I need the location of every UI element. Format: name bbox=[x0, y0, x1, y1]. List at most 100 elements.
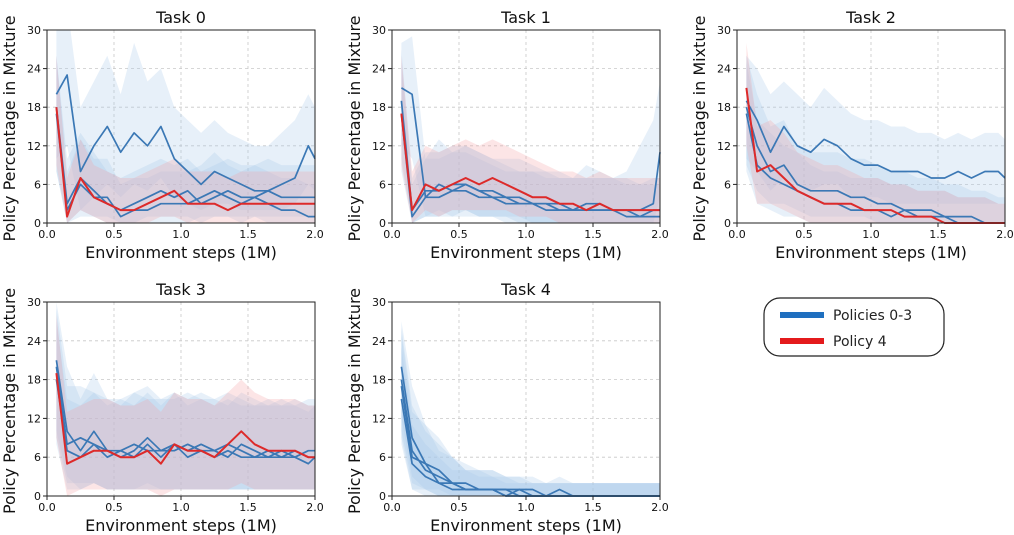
y-tick-label: 6 bbox=[34, 178, 41, 191]
legend-label-policy-4: Policy 4 bbox=[833, 334, 887, 350]
top-mask bbox=[735, 0, 1007, 30]
x-tick-label: 0.0 bbox=[728, 228, 746, 241]
y-tick-label: 12 bbox=[27, 412, 41, 425]
band-0 bbox=[401, 321, 660, 496]
y-tick-label: 30 bbox=[717, 24, 731, 37]
x-tick-label: 0.0 bbox=[38, 501, 56, 514]
x-tick-label: 1.5 bbox=[584, 228, 602, 241]
panel-3: 0.0 0.5 1.0 1.5 2.0 0 6 12 18 24 30 Task 3 Environme… bbox=[0, 272, 324, 535]
x-tick-label: 0.0 bbox=[38, 228, 56, 241]
x-tick-label: 0.0 bbox=[383, 228, 401, 241]
x-axis-label: Environment steps (1M) bbox=[430, 516, 622, 535]
x-tick-label: 0.5 bbox=[105, 501, 123, 514]
x-tick-label: 0.5 bbox=[450, 228, 468, 241]
panel-0: 0.0 0.5 1.0 1.5 2.0 0 6 12 18 24 30 Task 0 Environme… bbox=[0, 0, 324, 262]
top-mask bbox=[390, 0, 662, 30]
y-tick-label: 6 bbox=[379, 451, 386, 464]
series-line-3 bbox=[55, 372, 315, 465]
y-tick-label: 24 bbox=[372, 63, 386, 76]
series-line-1 bbox=[55, 107, 315, 211]
band-3 bbox=[746, 42, 1005, 224]
band-0 bbox=[56, 302, 316, 490]
band-0 bbox=[401, 36, 660, 224]
y-axis-label: Policy Percentage in Mixture bbox=[345, 288, 364, 514]
legend: Policies 0-3 Policy 4 bbox=[763, 297, 945, 357]
x-axis-label: Environment steps (1M) bbox=[775, 243, 967, 262]
y-tick-label: 18 bbox=[27, 374, 41, 387]
x-tick-label: 0.5 bbox=[105, 228, 123, 241]
series-line-1 bbox=[55, 366, 315, 459]
top-mask bbox=[45, 272, 317, 302]
y-tick-label: 12 bbox=[27, 140, 41, 153]
panel-title: Task 2 bbox=[845, 8, 896, 27]
y-tick-label: 30 bbox=[27, 24, 41, 37]
x-tick-label: 2.0 bbox=[306, 228, 324, 241]
series-line-2 bbox=[55, 379, 316, 465]
x-tick-label: 1.0 bbox=[172, 501, 190, 514]
x-tick-label: 2.0 bbox=[651, 228, 669, 241]
y-tick-label: 24 bbox=[717, 63, 731, 76]
series-line-1 bbox=[745, 106, 1005, 224]
y-tick-label: 12 bbox=[372, 412, 386, 425]
top-mask bbox=[390, 272, 662, 302]
band-3 bbox=[401, 55, 660, 224]
band-2 bbox=[401, 334, 660, 496]
series-line-3 bbox=[55, 107, 315, 218]
panel-4: 0.0 0.5 1.0 1.5 2.0 0 6 12 18 24 30 Task 4 Environme… bbox=[345, 272, 669, 535]
y-tick-label: 18 bbox=[372, 101, 386, 114]
y-tick-label: 30 bbox=[372, 296, 386, 309]
x-tick-label: 0.5 bbox=[795, 228, 813, 241]
series-line-0 bbox=[55, 74, 316, 192]
panel-1: 0.0 0.5 1.0 1.5 2.0 0 6 12 18 24 30 Task 1 Environme… bbox=[345, 0, 669, 262]
y-tick-label: 6 bbox=[379, 178, 386, 191]
top-mask bbox=[45, 0, 317, 30]
y-tick-label: 12 bbox=[717, 140, 731, 153]
y-tick-label: 24 bbox=[27, 335, 41, 348]
band-1 bbox=[401, 49, 660, 223]
panel-title: Task 0 bbox=[155, 8, 206, 27]
y-tick-label: 18 bbox=[27, 101, 41, 114]
y-axis-label: Policy Percentage in Mixture bbox=[345, 15, 364, 241]
y-tick-label: 30 bbox=[372, 24, 386, 37]
y-tick-label: 0 bbox=[34, 217, 41, 230]
y-axis-label: Policy Percentage in Mixture bbox=[0, 288, 19, 514]
x-tick-label: 1.0 bbox=[862, 228, 880, 241]
series-line-0 bbox=[745, 100, 1006, 179]
band-1 bbox=[401, 327, 660, 496]
band-2 bbox=[56, 321, 316, 490]
x-tick-label: 2.0 bbox=[651, 501, 669, 514]
y-axis-label: Policy Percentage in Mixture bbox=[0, 15, 19, 241]
y-tick-label: 6 bbox=[724, 178, 731, 191]
band-2 bbox=[401, 62, 660, 224]
y-tick-label: 18 bbox=[717, 101, 731, 114]
x-tick-label: 1.5 bbox=[239, 501, 257, 514]
series-line-3 bbox=[400, 113, 660, 212]
panel-title: Task 3 bbox=[155, 280, 206, 299]
panel-2: 0.0 0.5 1.0 1.5 2.0 0 6 12 18 24 30 Task 2 Environme… bbox=[690, 0, 1014, 262]
band-2 bbox=[56, 55, 316, 224]
band-1 bbox=[56, 55, 316, 224]
band-0 bbox=[746, 55, 1005, 204]
panel-title: Task 1 bbox=[500, 8, 551, 27]
y-tick-label: 24 bbox=[27, 63, 41, 76]
band-2 bbox=[746, 62, 1005, 224]
y-axis-label: Policy Percentage in Mixture bbox=[690, 15, 709, 241]
x-tick-label: 1.5 bbox=[584, 501, 602, 514]
y-tick-label: 0 bbox=[379, 217, 386, 230]
x-tick-label: 1.5 bbox=[929, 228, 947, 241]
y-tick-label: 24 bbox=[372, 335, 386, 348]
x-axis-label: Environment steps (1M) bbox=[85, 516, 277, 535]
band-3 bbox=[401, 347, 660, 496]
x-tick-label: 1.5 bbox=[239, 228, 257, 241]
legend-label-policies-0-3: Policies 0-3 bbox=[833, 308, 912, 324]
x-tick-label: 0.0 bbox=[383, 501, 401, 514]
x-tick-label: 1.0 bbox=[517, 501, 535, 514]
x-tick-label: 0.5 bbox=[450, 501, 468, 514]
x-axis-label: Environment steps (1M) bbox=[430, 243, 622, 262]
y-tick-label: 18 bbox=[372, 374, 386, 387]
y-tick-label: 0 bbox=[724, 217, 731, 230]
y-tick-label: 12 bbox=[372, 140, 386, 153]
band-3 bbox=[56, 55, 316, 224]
